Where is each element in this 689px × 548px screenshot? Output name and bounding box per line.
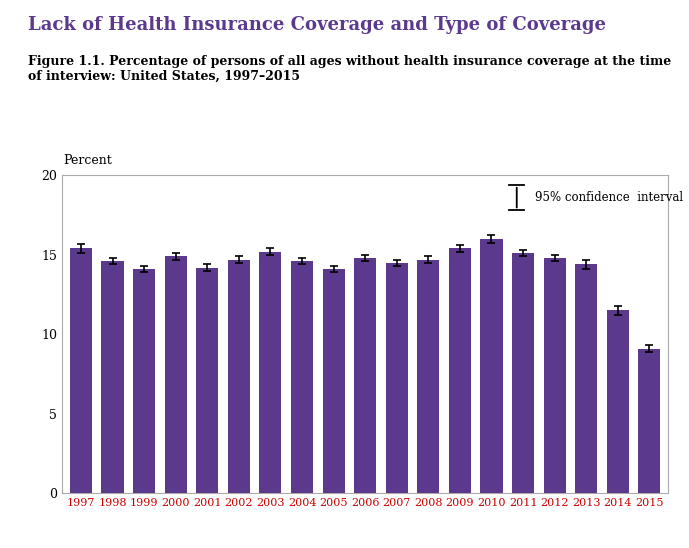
Bar — [544, 258, 566, 493]
Bar — [638, 349, 661, 493]
Text: Lack of Health Insurance Coverage and Type of Coverage: Lack of Health Insurance Coverage and Ty… — [28, 16, 606, 35]
Bar — [512, 253, 534, 493]
Text: Percent: Percent — [63, 155, 112, 168]
Bar — [70, 248, 92, 493]
Bar — [480, 239, 502, 493]
Bar — [418, 260, 440, 493]
Bar — [133, 269, 155, 493]
Bar — [196, 267, 218, 493]
Bar — [386, 263, 408, 493]
Bar — [449, 248, 471, 493]
Text: Figure 1.1. Percentage of persons of all ages without health insurance coverage : Figure 1.1. Percentage of persons of all… — [28, 55, 671, 83]
Bar — [101, 261, 123, 493]
Bar — [354, 258, 376, 493]
Bar — [259, 252, 282, 493]
Bar — [291, 261, 313, 493]
Bar — [322, 269, 344, 493]
Bar — [165, 256, 187, 493]
Text: 95% confidence  interval: 95% confidence interval — [535, 191, 683, 204]
Bar — [607, 310, 629, 493]
Bar — [575, 264, 597, 493]
Bar — [228, 260, 250, 493]
